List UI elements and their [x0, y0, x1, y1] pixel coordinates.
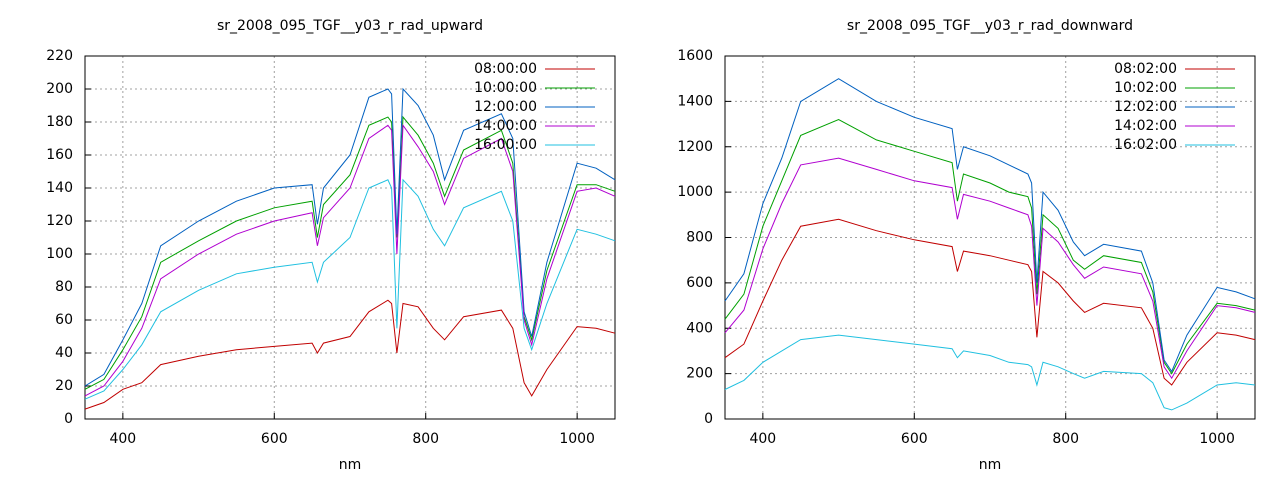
- chart-title: sr_2008_095_TGF__y03_r_rad_downward: [847, 18, 1133, 34]
- legend-label: 14:02:00: [1114, 118, 1177, 134]
- y-tick-label: 0: [704, 411, 713, 427]
- y-tick-label: 800: [686, 230, 713, 246]
- legend-label: 10:02:00: [1114, 80, 1177, 96]
- x-tick-label: 400: [749, 431, 776, 447]
- y-tick-label: 1200: [677, 139, 713, 155]
- legend-label: 12:00:00: [474, 99, 537, 115]
- x-tick-label: 800: [412, 431, 439, 447]
- legend-label: 08:00:00: [474, 61, 537, 77]
- y-tick-label: 400: [686, 320, 713, 336]
- y-tick-label: 120: [46, 213, 73, 229]
- series-line: [84, 123, 616, 397]
- x-tick-label: 600: [901, 431, 928, 447]
- legend-label: 12:02:00: [1114, 99, 1177, 115]
- y-tick-label: 200: [46, 81, 73, 97]
- y-tick-label: 0: [64, 411, 73, 427]
- series-line: [724, 78, 1256, 373]
- legend-label: 08:02:00: [1114, 61, 1177, 77]
- series-line: [724, 218, 1256, 386]
- series-line: [84, 299, 616, 410]
- series-line: [84, 87, 616, 387]
- x-tick-label: 600: [261, 431, 288, 447]
- y-tick-label: 100: [46, 246, 73, 262]
- series-line: [724, 118, 1256, 375]
- y-tick-label: 40: [55, 345, 73, 361]
- x-tick-label: 1000: [1199, 431, 1235, 447]
- y-tick-label: 1600: [677, 48, 713, 64]
- y-tick-label: 20: [55, 378, 73, 394]
- legend-label: 16:02:00: [1114, 137, 1177, 153]
- y-tick-label: 140: [46, 180, 73, 196]
- x-tick-label: 800: [1052, 431, 1079, 447]
- y-tick-label: 200: [686, 366, 713, 382]
- legend-label: 16:00:00: [474, 137, 537, 153]
- chart-title: sr_2008_095_TGF__y03_r_rad_upward: [217, 18, 483, 34]
- y-tick-label: 1400: [677, 93, 713, 109]
- x-tick-label: 1000: [559, 431, 595, 447]
- x-axis-label: nm: [339, 457, 362, 473]
- y-tick-label: 1000: [677, 184, 713, 200]
- y-tick-label: 180: [46, 114, 73, 130]
- y-tick-label: 220: [46, 48, 73, 64]
- y-tick-label: 600: [686, 275, 713, 291]
- series-line: [84, 178, 616, 400]
- series-line: [84, 115, 616, 390]
- plot-frame: [724, 55, 1256, 420]
- y-tick-label: 60: [55, 312, 73, 328]
- legend-label: 10:00:00: [474, 80, 537, 96]
- legend-label: 14:00:00: [474, 118, 537, 134]
- y-tick-label: 80: [55, 279, 73, 295]
- x-axis-label: nm: [979, 457, 1002, 473]
- y-tick-label: 160: [46, 147, 73, 163]
- series-line: [724, 157, 1256, 380]
- x-tick-label: 400: [109, 431, 136, 447]
- plot-frame: [84, 55, 616, 420]
- series-line: [724, 334, 1256, 411]
